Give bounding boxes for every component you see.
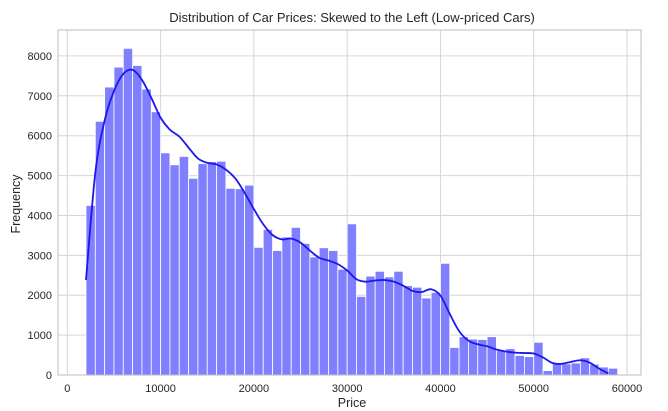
histogram-bar (272, 250, 283, 376)
histogram-bar (188, 177, 199, 376)
histogram-bar (365, 275, 376, 376)
kde-curve (85, 68, 609, 375)
histogram-bar (197, 163, 208, 376)
histogram-bar (356, 296, 367, 376)
histogram-bar (458, 336, 469, 376)
histogram-bar (412, 286, 423, 376)
histogram-bar (262, 229, 273, 376)
histogram-bar (281, 236, 292, 376)
x-tick-label: 40000 (425, 383, 456, 395)
histogram-bar (290, 227, 301, 376)
y-tick-label: 1000 (28, 330, 52, 342)
histogram-bar (337, 268, 348, 376)
histogram-bar (374, 270, 385, 376)
y-tick-label: 4000 (28, 210, 52, 222)
histogram-bar (524, 356, 535, 376)
y-tick-label: 2000 (28, 290, 52, 302)
x-tick-labels: 0 10000 20000 30000 40000 50000 60000 (64, 383, 642, 395)
histogram-bar (440, 262, 451, 376)
histogram-bar (607, 367, 619, 376)
x-tick-label: 50000 (518, 383, 549, 395)
y-tick-label: 3000 (28, 250, 52, 262)
y-tick-label: 0 (46, 370, 52, 382)
histogram-bar (393, 270, 404, 376)
y-tick-label: 6000 (28, 131, 52, 143)
histogram-bar (309, 256, 320, 376)
chart-title: Distribution of Car Prices: Skewed to th… (169, 10, 535, 25)
histogram-bar (449, 347, 460, 376)
histogram-bar (178, 156, 189, 376)
histogram-bar (234, 188, 245, 376)
x-tick-label: 0 (64, 383, 70, 395)
histogram-bar (113, 66, 124, 376)
histogram-bar (430, 292, 441, 376)
histogram-bar (244, 184, 255, 376)
histogram-bar (122, 47, 134, 376)
histogram-bar (300, 242, 311, 376)
y-tick-label: 5000 (28, 171, 52, 183)
x-tick-label: 20000 (239, 383, 270, 395)
histogram-bar (384, 276, 395, 376)
histogram-bar (318, 247, 329, 376)
histogram-bar (570, 362, 581, 376)
histogram-bar (216, 160, 227, 376)
histogram-bar (561, 363, 572, 376)
plot-frame (57, 29, 642, 376)
histogram-bar (253, 246, 264, 376)
y-axis-label: Frequency (9, 174, 23, 234)
histogram-bar (542, 370, 553, 376)
histogram-bar (104, 86, 115, 376)
histogram-bar (132, 65, 143, 376)
x-tick-label: 30000 (332, 383, 363, 395)
x-axis-label: Price (338, 396, 367, 410)
histogram-bar (169, 164, 180, 376)
histogram-bar (160, 152, 171, 376)
x-tick-label: 10000 (145, 383, 176, 395)
histogram-bar (514, 355, 525, 376)
histogram-bar (402, 285, 413, 376)
histogram-bar (421, 297, 432, 376)
histogram-bar (533, 341, 544, 376)
x-tick-label: 60000 (612, 383, 643, 395)
y-tick-labels: 0 1000 2000 3000 4000 5000 6000 7000 8000 (28, 51, 52, 382)
histogram-bar (496, 350, 507, 376)
histogram-bar (486, 336, 497, 376)
histogram-bar (150, 111, 162, 376)
y-tick-label: 8000 (28, 51, 52, 63)
histogram-bar (225, 187, 236, 376)
histogram-bar (346, 223, 357, 376)
y-tick-label: 7000 (28, 91, 52, 103)
histogram-bar (328, 250, 339, 376)
bars-layer (85, 47, 619, 376)
histogram-bar (206, 161, 217, 376)
kde-layer (85, 68, 609, 375)
histogram-bar (141, 88, 152, 376)
